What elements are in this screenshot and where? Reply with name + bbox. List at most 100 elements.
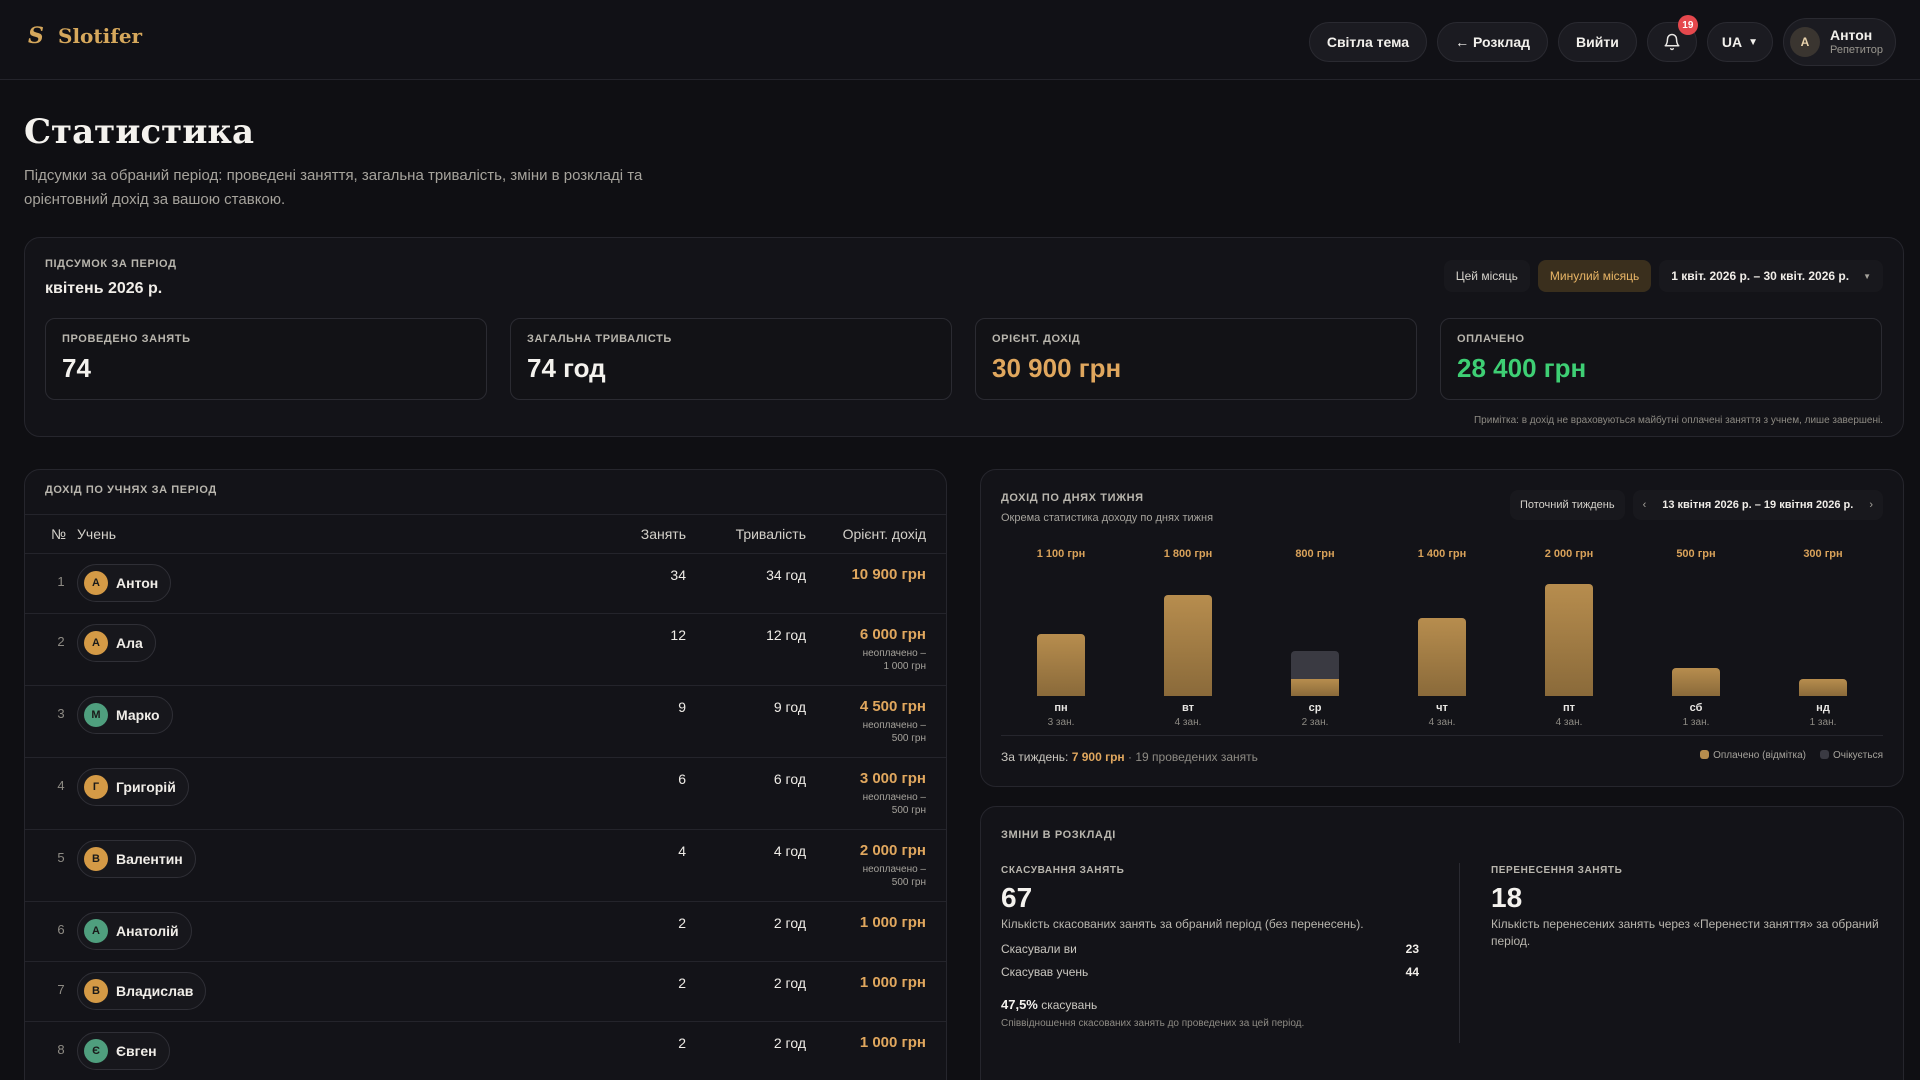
duration: 12 год xyxy=(766,627,806,643)
student-name: Марко xyxy=(116,707,160,723)
lesson-count: 6 xyxy=(678,771,686,787)
income-cell: 1 000 грн xyxy=(860,974,926,991)
app-name: Slotifer xyxy=(58,24,143,48)
unpaid-amount: 500 грн xyxy=(891,877,926,888)
unpaid-label: неоплачено – xyxy=(862,792,926,803)
income-value: 3 000 грн xyxy=(859,770,926,787)
student-chip[interactable]: А Ала xyxy=(77,624,156,662)
table-row: 8 Є Євген 2 2 год 1 000 грн xyxy=(25,1022,946,1080)
student-chip[interactable]: В Владислав xyxy=(77,972,207,1010)
weekday-bar-chart: 1 100 грн пн 3 зан. 1 800 грн вт 4 зан. 800 гр… xyxy=(981,546,1905,736)
legend-pending: Очікується xyxy=(1819,750,1883,761)
student-chip[interactable]: А Антон xyxy=(77,564,172,602)
student-cancelled-value: 44 xyxy=(1405,965,1419,979)
notification-count-badge: 19 xyxy=(1677,15,1698,35)
bar-paid[interactable] xyxy=(1799,679,1847,696)
bar-value-label: 1 400 грн xyxy=(1417,548,1467,560)
top-bar: S Slotifer Світла тема ← Розклад Вийти 1… xyxy=(0,0,1920,80)
row-number: 2 xyxy=(57,634,65,649)
logo-icon: S xyxy=(28,23,44,49)
chart-legend: Оплачено (відмітка) Очікується xyxy=(1700,750,1883,761)
period-summary-card: Підсумок за період квітень 2026 р. Цей м… xyxy=(24,237,1904,437)
student-chip[interactable]: Г Григорій xyxy=(77,768,189,806)
bar-value-label: 500 грн xyxy=(1676,548,1716,560)
bar-paid[interactable] xyxy=(1418,617,1466,696)
theme-toggle-button[interactable]: Світла тема xyxy=(1308,22,1428,62)
summary-note: Примітка: в дохід не враховуються майбут… xyxy=(1473,415,1883,426)
lesson-count: 9 xyxy=(678,699,686,715)
chevron-down-icon: ▼ xyxy=(1863,271,1871,281)
user-name: Антон xyxy=(1829,27,1873,43)
bar-paid[interactable] xyxy=(1672,668,1720,696)
you-cancelled-label: Скасували ви xyxy=(1001,942,1077,956)
logo[interactable]: S Slotifer xyxy=(24,24,142,48)
lesson-count-label: 4 зан. xyxy=(1555,717,1583,728)
student-chip[interactable]: А Анатолій xyxy=(77,912,192,950)
unpaid-label: неоплачено – xyxy=(862,720,926,731)
income-cell: 3 000 грн неоплачено – 500 грн xyxy=(860,770,926,817)
header-actions: Світла тема ← Розклад Вийти 19 UA ▼ А Ан… xyxy=(1308,15,1896,66)
x-tick-label: пн xyxy=(1054,702,1068,714)
week-total-value: 7 900 грн xyxy=(1071,750,1125,764)
lesson-count: 2 xyxy=(678,915,686,931)
lesson-count-label: 1 зан. xyxy=(1682,717,1710,728)
student-cancelled-row: Скасував учень 44 xyxy=(1001,965,1419,979)
unpaid-note: неоплачено – 500 грн xyxy=(860,791,926,817)
student-chip[interactable]: В Валентин xyxy=(77,840,196,878)
cancellations-description: Кількість скасованих занять за обраний п… xyxy=(1001,917,1364,931)
table-row: 1 А Антон 34 34 год 10 900 грн xyxy=(25,554,946,614)
bell-icon xyxy=(1664,33,1680,51)
bar-paid[interactable] xyxy=(1164,595,1212,696)
stat-income: Орієнт. дохід 30 900 грн xyxy=(975,318,1417,400)
tab-last-month[interactable]: Минулий місяць xyxy=(1537,260,1652,292)
lesson-count-label: 3 зан. xyxy=(1047,717,1075,728)
bar-value-label: 1 800 грн xyxy=(1163,548,1213,560)
week-total: За тиждень: 7 900 грн · 19 проведених за… xyxy=(1001,750,1258,764)
student-chip[interactable]: М Марко xyxy=(77,696,173,734)
student-name: Владислав xyxy=(116,983,194,999)
duration: 2 год xyxy=(773,975,806,991)
student-name: Анатолій xyxy=(116,923,179,939)
chevron-left-icon[interactable]: ‹ xyxy=(1642,499,1647,511)
x-tick-label: чт xyxy=(1436,702,1448,714)
lesson-count: 34 xyxy=(670,567,686,583)
unpaid-note: неоплачено – 1 000 грн xyxy=(860,647,926,673)
bar-paid[interactable] xyxy=(1545,584,1593,696)
reschedules-label: Перенесення занять xyxy=(1491,865,1623,876)
bar-pending[interactable] xyxy=(1291,651,1339,680)
week-total-prefix: За тиждень: xyxy=(1001,750,1069,764)
avatar: В xyxy=(84,979,108,1003)
legend-paid-label: Оплачено (відмітка) xyxy=(1713,750,1806,761)
summary-period: квітень 2026 р. xyxy=(45,280,163,297)
logout-button[interactable]: Вийти xyxy=(1558,22,1637,62)
weekday-subtitle: Окрема статистика доходу по днях тижня xyxy=(1001,512,1214,524)
income-value: 10 900 грн xyxy=(851,566,926,583)
bar-paid[interactable] xyxy=(1037,634,1085,696)
bar-paid[interactable] xyxy=(1291,679,1339,696)
reschedules-value: 18 xyxy=(1491,882,1523,913)
week-range: ‹ 13 квітня 2026 р. – 19 квітня 2026 р. … xyxy=(1632,490,1883,520)
unpaid-note: неоплачено – 500 грн xyxy=(860,863,926,889)
chevron-right-icon[interactable]: › xyxy=(1869,499,1873,511)
schedule-link-button[interactable]: ← Розклад xyxy=(1437,22,1549,62)
language-select[interactable]: UA ▼ xyxy=(1706,22,1773,62)
student-name: Євген xyxy=(116,1043,157,1059)
x-tick-label: нд xyxy=(1816,702,1830,714)
income-cell: 1 000 грн xyxy=(860,1034,926,1051)
current-week-button[interactable]: Поточний тиждень xyxy=(1509,490,1625,520)
stat-paid: Оплачено 28 400 грн xyxy=(1440,318,1882,400)
user-menu[interactable]: А Антон Репетитор xyxy=(1782,18,1896,66)
avatar: А xyxy=(1789,27,1820,57)
cancellations-value: 67 xyxy=(1001,882,1033,913)
week-total-suffix: · 19 проведених занять xyxy=(1128,750,1258,764)
cancellation-ratio-value: 47,5% xyxy=(1001,997,1038,1012)
notifications-button[interactable]: 19 xyxy=(1646,15,1698,62)
lesson-count-label: 1 зан. xyxy=(1809,717,1837,728)
student-chip[interactable]: Є Євген xyxy=(77,1032,170,1070)
tab-this-month[interactable]: Цей місяць xyxy=(1443,260,1530,292)
cancellation-ratio-suffix: скасувань xyxy=(1041,998,1098,1012)
income-by-student-card: Дохід по учнях за період № Учень Занять … xyxy=(24,469,947,1080)
duration: 2 год xyxy=(773,915,806,931)
date-range-picker[interactable]: 1 квіт. 2026 р. – 30 квіт. 2026 р. ▼ xyxy=(1659,260,1883,292)
student-name: Антон xyxy=(116,575,159,591)
